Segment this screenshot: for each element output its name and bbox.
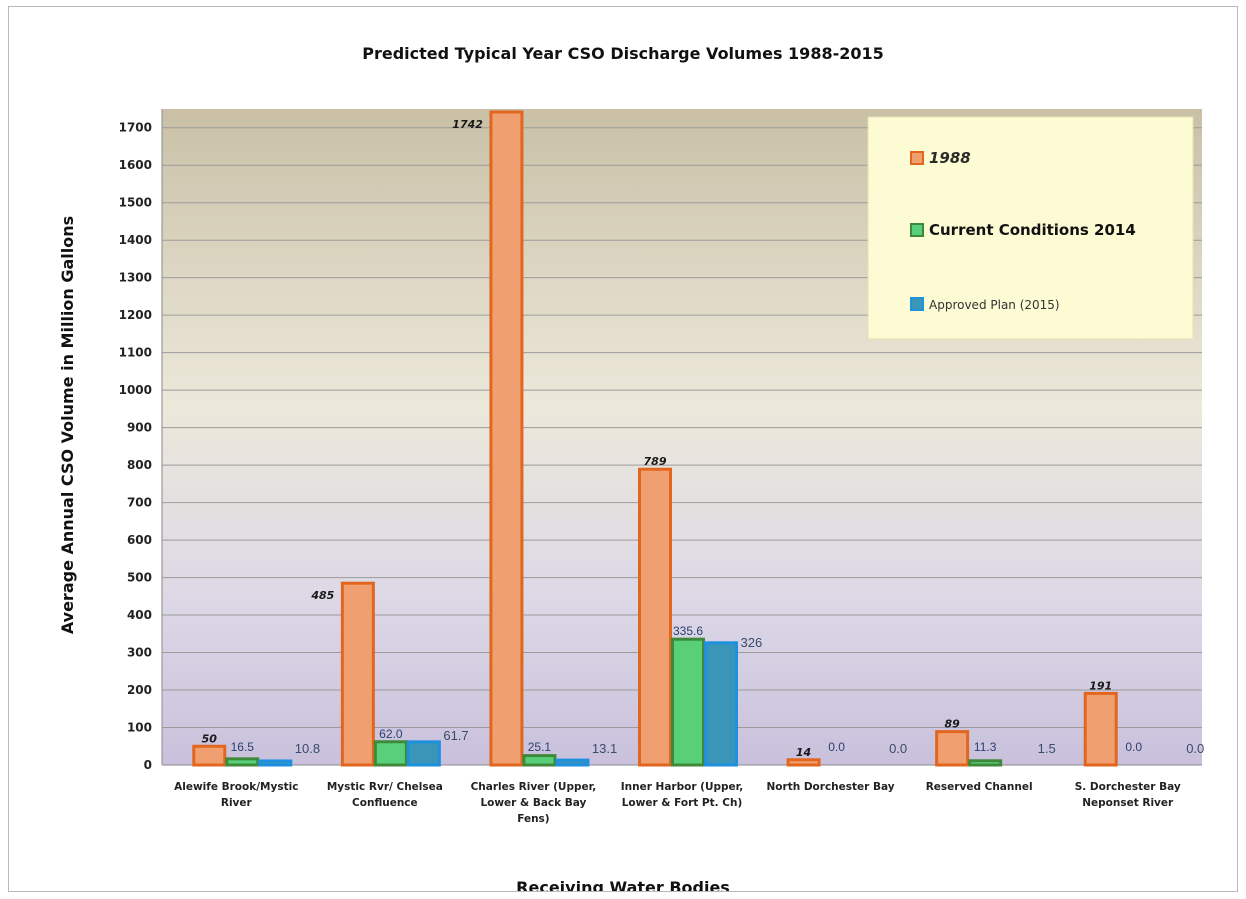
- bar-current-2014: [968, 759, 1003, 767]
- data-label-current-2014: 16.5: [231, 740, 255, 754]
- data-label-1988: 485: [310, 589, 334, 602]
- data-label-1988: 789: [644, 455, 667, 468]
- x-axis-ticks: Alewife Brook/Mystic River Mystic Rvr/ Che…: [174, 781, 1181, 825]
- bar-1988: [935, 730, 970, 767]
- bar-current-2014: [522, 754, 557, 767]
- y-tick-label: 1000: [119, 383, 152, 397]
- x-tick-label: North Dorchester Bay: [767, 781, 895, 793]
- y-tick-label: 1600: [119, 158, 152, 172]
- y-tick-label: 100: [127, 721, 152, 735]
- data-label-current-2014: 25.1: [528, 740, 552, 754]
- data-label-approved-plan-2015: 10.8: [295, 741, 320, 756]
- bar-current-2014: [225, 757, 260, 767]
- data-label-1988: 89: [944, 718, 960, 731]
- y-tick-label: 900: [127, 421, 152, 435]
- data-label-1988: 50: [202, 732, 218, 745]
- bar-approved-plan-2015: [704, 641, 738, 767]
- data-label-current-2014: 0.0: [828, 740, 845, 754]
- x-tick-label: Alewife Brook/Mystic: [174, 781, 298, 793]
- y-tick-label: 1700: [119, 121, 152, 135]
- data-label-approved-plan-2015: 0.0: [889, 741, 907, 756]
- bar-1988: [192, 744, 227, 767]
- bar-current-2014: [373, 740, 408, 767]
- legend-swatch-1988: [910, 151, 924, 165]
- y-axis-title: Average Annual CSO Volume in Million Gal…: [58, 216, 77, 634]
- bar-current-2014: [671, 637, 705, 767]
- data-label-approved-plan-2015: 13.1: [592, 741, 617, 756]
- y-tick-label: 300: [127, 646, 152, 660]
- data-label-approved-plan-2015: 0.0: [1186, 741, 1204, 756]
- legend: 1988 Current Conditions 2014 Approved Plan…: [867, 116, 1194, 340]
- data-label-approved-plan-2015: 326: [741, 635, 763, 650]
- legend-label-current-2014: Current Conditions 2014: [929, 221, 1136, 239]
- legend-label-approved-plan-2015: Approved Plan (2015): [929, 298, 1060, 312]
- bar-1988: [340, 581, 375, 767]
- y-tick-label: 1200: [119, 308, 152, 322]
- legend-swatch-current-2014: [910, 223, 924, 237]
- bar-1988: [489, 110, 524, 767]
- bar-approved-plan-2015: [258, 759, 293, 767]
- y-tick-label: 600: [127, 533, 152, 547]
- x-tick-label: Lower & Back Bay: [480, 797, 586, 809]
- y-tick-label: 0: [144, 758, 152, 772]
- x-tick-label: River: [221, 797, 253, 809]
- bar-approved-plan-2015: [406, 740, 441, 767]
- y-tick-label: 1500: [119, 196, 152, 210]
- chart-frame: Predicted Typical Year CSO Discharge Vol…: [8, 6, 1238, 892]
- y-tick-label: 200: [127, 683, 152, 697]
- y-tick-label: 1400: [119, 233, 152, 247]
- y-tick-label: 1100: [119, 346, 152, 360]
- bar-1988: [1083, 691, 1118, 767]
- y-tick-label: 400: [127, 608, 152, 622]
- data-label-1988: 14: [796, 746, 811, 759]
- legend-label-1988: 1988: [929, 149, 971, 167]
- x-tick-label: Mystic Rvr/ Chelsea: [327, 781, 443, 793]
- data-label-1988: 191: [1089, 679, 1112, 692]
- bar-1988: [638, 467, 672, 767]
- y-tick-label: 800: [127, 458, 152, 472]
- x-tick-label: Reserved Channel: [926, 781, 1033, 793]
- bar-1988: [786, 758, 821, 767]
- data-label-current-2014: 335.6: [673, 624, 703, 638]
- x-tick-label: Neponset River: [1082, 797, 1174, 809]
- x-tick-label: Charles River (Upper,: [471, 781, 597, 793]
- data-labels: 50 16.5 10.8 485 62.0 61.7 1742 25.1 13.1 789 335.…: [202, 118, 1205, 759]
- y-tick-label: 700: [127, 496, 152, 510]
- y-tick-label: 1300: [119, 271, 152, 285]
- x-tick-label: Fens): [517, 813, 549, 825]
- data-label-current-2014: 11.3: [974, 740, 997, 754]
- x-axis-title: Receiving Water Bodies: [516, 878, 730, 891]
- data-label-current-2014: 62.0: [379, 727, 403, 741]
- y-axis-ticks: 0 100 200 300 400 500 600 700 800 900 1000 1100 1200…: [119, 121, 152, 772]
- data-label-approved-plan-2015: 1.5: [1038, 741, 1056, 756]
- x-tick-label: S. Dorchester Bay: [1075, 781, 1181, 793]
- data-label-1988: 1742: [452, 118, 483, 131]
- data-label-approved-plan-2015: 61.7: [443, 728, 468, 743]
- chart-title: Predicted Typical Year CSO Discharge Vol…: [362, 44, 884, 63]
- x-tick-label: Lower & Fort Pt. Ch): [622, 797, 743, 809]
- legend-swatch-approved-plan-2015: [910, 297, 924, 311]
- data-label-current-2014: 0.0: [1125, 740, 1142, 754]
- gridlines: [161, 109, 1202, 766]
- bar-approved-plan-2015: [555, 758, 590, 767]
- chart-svg: Predicted Typical Year CSO Discharge Vol…: [58, 44, 1205, 891]
- x-tick-label: Confluence: [352, 797, 418, 809]
- bars: [192, 110, 1118, 767]
- y-tick-label: 500: [127, 571, 152, 585]
- x-tick-label: Inner Harbor (Upper,: [621, 781, 744, 793]
